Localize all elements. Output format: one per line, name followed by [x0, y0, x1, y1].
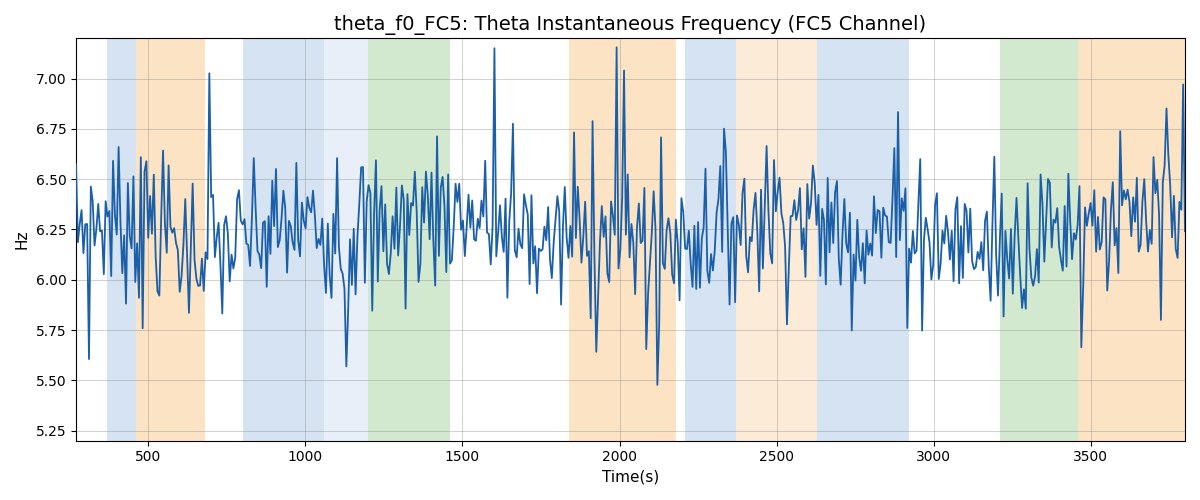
Bar [108, 38, 136, 440]
Bar [1078, 38, 1184, 440]
Title: theta_f0_FC5: Theta Instantaneous Frequency (FC5 Channel): theta_f0_FC5: Theta Instantaneous Freque… [335, 15, 926, 35]
Y-axis label: Hz: Hz [14, 230, 30, 250]
X-axis label: Time(s): Time(s) [602, 470, 659, 485]
Bar [685, 38, 736, 440]
Bar [242, 38, 324, 440]
Bar [368, 38, 450, 440]
Bar [569, 38, 676, 440]
Bar [136, 38, 205, 440]
Bar [1000, 38, 1078, 440]
Bar [817, 38, 908, 440]
Bar [324, 38, 368, 440]
Bar [736, 38, 817, 440]
